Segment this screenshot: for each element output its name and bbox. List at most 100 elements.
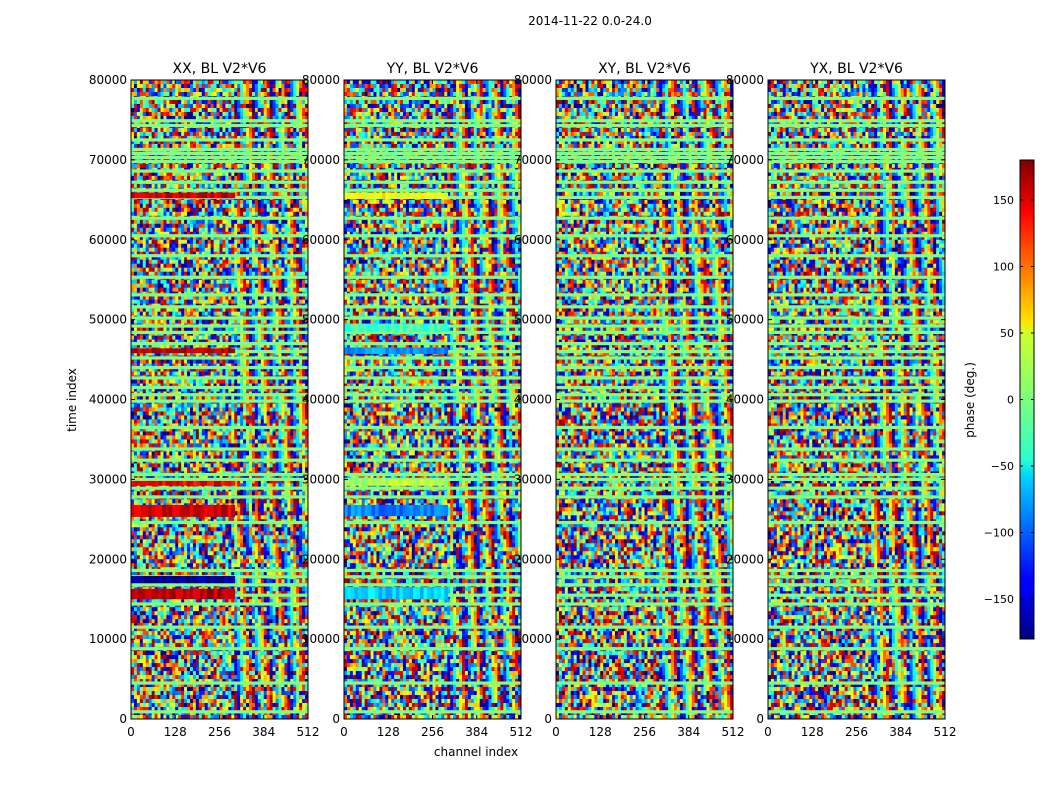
phase-cell — [260, 239, 265, 245]
phase-cell — [192, 91, 197, 97]
phase-cell — [293, 127, 297, 133]
phase-cell — [204, 339, 209, 344]
phase-cell — [213, 367, 217, 372]
phase-cell — [184, 139, 188, 145]
phase-cell — [133, 87, 138, 93]
phase-cell — [251, 343, 256, 348]
phase-cell — [249, 307, 253, 313]
phase-cell — [287, 191, 291, 197]
phase-cell — [234, 287, 238, 293]
phase-cell — [243, 359, 247, 364]
phase-cell — [216, 127, 220, 133]
phase-cell — [184, 407, 188, 412]
phase-cell — [290, 107, 294, 113]
phase-cell — [290, 287, 294, 293]
phase-cell — [246, 367, 250, 372]
phase-cell — [178, 239, 182, 245]
phase-cell — [246, 127, 250, 133]
phase-cell — [302, 143, 306, 149]
phase-cell — [293, 263, 297, 269]
phase-cell — [254, 267, 259, 273]
phase-cell — [234, 131, 238, 137]
phase-cell — [243, 227, 247, 233]
phase-cell — [187, 183, 191, 189]
phase-cell — [240, 359, 244, 364]
phase-cell — [287, 91, 291, 97]
phase-cell — [145, 287, 150, 293]
phase-cell — [201, 259, 206, 265]
phase-cell — [136, 379, 141, 384]
phase-cell — [257, 99, 262, 105]
phase-cell — [246, 395, 250, 400]
phase-cell — [145, 255, 150, 261]
phase-cell — [145, 211, 150, 217]
phase-cell — [240, 279, 244, 285]
phase-cell — [234, 203, 238, 209]
phase-cell — [210, 175, 214, 181]
phase-cell — [148, 243, 153, 249]
phase-cell — [131, 171, 135, 177]
phase-cell — [269, 271, 273, 277]
phase-cell — [296, 383, 300, 388]
phase-cell — [172, 111, 176, 117]
phase-cell — [266, 135, 271, 141]
phase-cell — [131, 207, 135, 213]
phase-cell — [305, 207, 308, 213]
phase-cell — [305, 219, 308, 225]
phase-cell — [210, 363, 214, 368]
phase-cell — [269, 199, 273, 205]
phase-cell — [169, 311, 173, 317]
phase-cell — [231, 163, 235, 169]
phase-cell — [272, 363, 276, 368]
phase-cell — [184, 223, 188, 229]
phase-cell — [246, 211, 250, 217]
phase-cell — [243, 139, 247, 145]
phase-cell — [243, 263, 247, 269]
phase-cell — [169, 183, 173, 189]
phase-cell — [225, 307, 229, 313]
phase-cell — [305, 251, 308, 257]
phase-cell — [249, 243, 253, 249]
phase-cell — [187, 263, 191, 269]
phase-cell — [228, 203, 232, 209]
phase-cell — [287, 115, 291, 121]
phase-cell — [151, 343, 155, 348]
phase-cell — [299, 139, 303, 145]
phase-cell — [154, 91, 158, 97]
phase-cell — [154, 163, 158, 169]
phase-cell — [266, 263, 271, 269]
phase-cell — [299, 83, 303, 89]
phase-cell — [187, 339, 191, 344]
phase-cell — [246, 267, 250, 273]
phase-cell — [281, 139, 285, 145]
phase-cell — [299, 199, 303, 205]
phase-cell — [272, 127, 276, 133]
phase-cell — [240, 339, 244, 344]
phase-cell — [201, 175, 206, 181]
phase-cell — [251, 103, 256, 109]
phase-cell — [151, 139, 155, 145]
phase-cell — [187, 91, 191, 97]
phase-cell — [131, 199, 135, 205]
phase-cell — [290, 211, 294, 217]
phase-cell — [231, 343, 235, 348]
phase-cell — [251, 299, 256, 305]
phase-cell — [198, 239, 203, 245]
phase-cell — [169, 87, 173, 93]
phase-cell — [142, 131, 147, 137]
phase-cell — [257, 111, 262, 117]
phase-cell — [225, 91, 229, 97]
phase-cell — [228, 371, 232, 376]
phase-cell — [228, 255, 232, 261]
phase-cell — [228, 227, 232, 233]
phase-cell — [281, 403, 285, 408]
phase-cell — [281, 383, 285, 388]
phase-cell — [287, 283, 291, 289]
phase-cell — [284, 191, 288, 197]
phase-cell — [240, 99, 244, 105]
phase-cell — [166, 327, 170, 332]
phase-cell — [290, 395, 294, 400]
phase-cell — [148, 343, 153, 348]
phase-cell — [266, 387, 271, 392]
phase-cell — [249, 207, 253, 213]
